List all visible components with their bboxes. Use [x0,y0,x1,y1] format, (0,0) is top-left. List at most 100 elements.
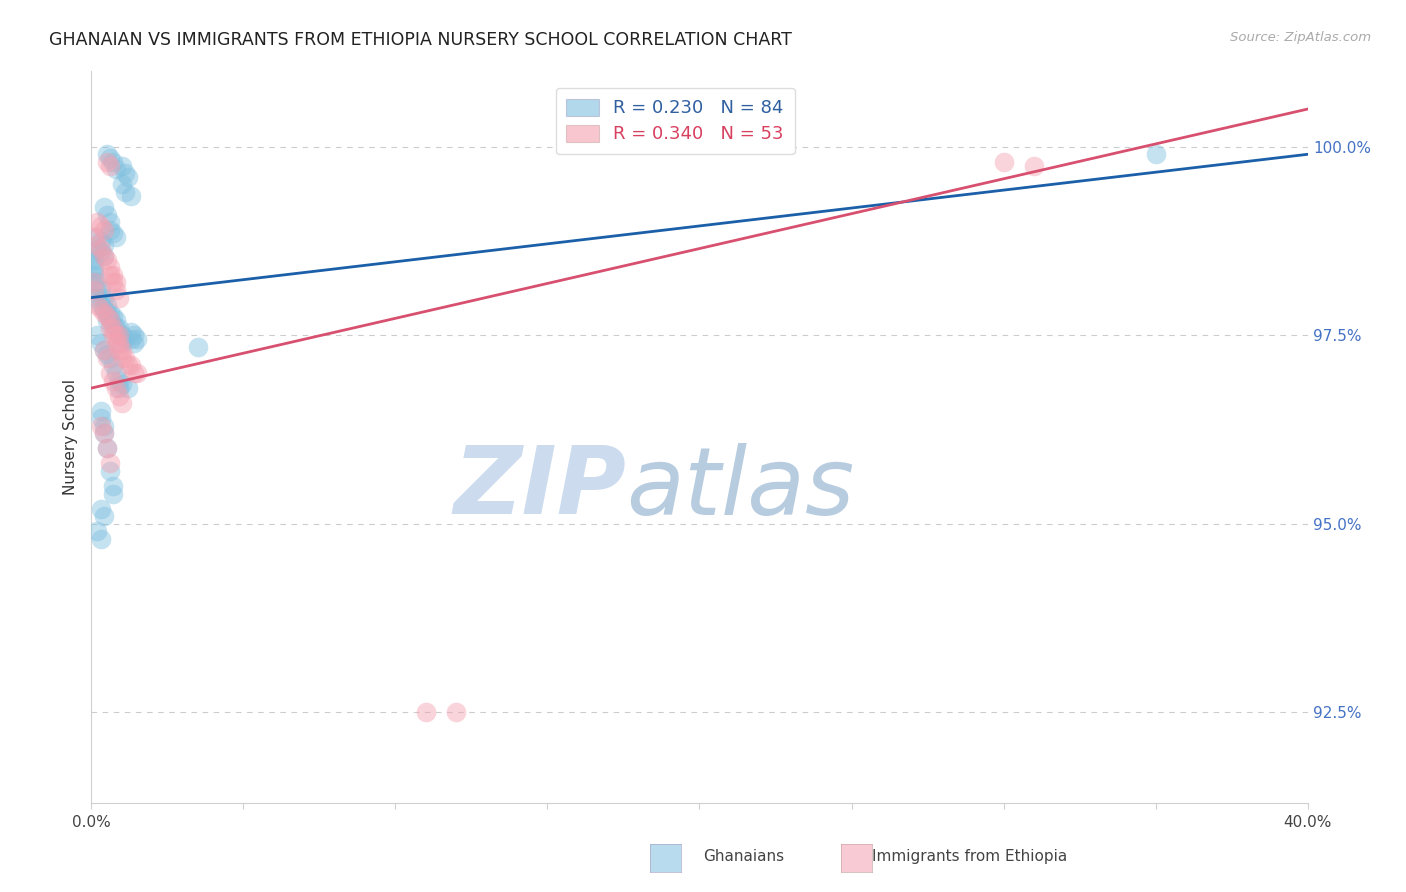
Point [86,328,108,343]
Point [98,313,121,327]
Point [96,147,118,161]
Point [83,264,105,278]
Point [120,359,142,373]
Text: ZIP: ZIP [454,442,627,534]
Point [89,301,111,316]
Point [86,524,108,539]
Point [96,310,118,324]
Point [98,306,121,320]
Point [111,178,134,192]
Point [101,268,124,282]
Point [86,242,108,256]
Point [89,298,111,312]
Point [89,335,111,350]
Point [107,328,129,343]
Point [98,320,121,334]
Point [93,223,115,237]
Point [83,276,105,290]
Point [114,166,136,180]
Point [122,366,145,380]
Point [120,325,142,339]
Point [98,159,121,173]
Point [96,306,118,320]
Legend: R = 0.230   N = 84, R = 0.340   N = 53: R = 0.230 N = 84, R = 0.340 N = 53 [555,87,794,154]
Point [98,351,121,365]
Point [101,359,124,373]
Point [93,426,115,441]
Point [107,374,129,388]
Point [86,215,108,229]
Point [96,442,118,456]
Point [104,276,127,290]
Text: Source: ZipAtlas.com: Source: ZipAtlas.com [1230,31,1371,45]
Point [86,283,108,297]
Point [104,283,127,297]
Point [111,328,134,343]
Point [89,245,111,260]
Point [101,276,124,290]
Point [104,328,127,343]
Point [111,351,134,365]
Point [89,411,111,425]
Point [83,260,105,275]
Point [89,291,111,305]
Point [96,208,118,222]
Text: Immigrants from Ethiopia: Immigrants from Ethiopia [872,849,1067,863]
Point [117,381,139,395]
Point [89,283,111,297]
Point [98,313,121,327]
Point [83,276,105,290]
Point [83,230,105,244]
Point [111,377,134,392]
Point [96,313,118,327]
Point [104,162,127,177]
Point [101,479,124,493]
Point [117,359,139,373]
Point [1022,159,1045,173]
Point [96,154,118,169]
Point [93,237,115,252]
Point [89,418,111,433]
Point [120,188,142,202]
Point [101,320,124,334]
Point [104,366,127,380]
Point [104,313,127,327]
Point [101,310,124,324]
Point [89,501,111,516]
Point [83,283,105,297]
Point [107,335,129,350]
Point [89,234,111,248]
Point [114,351,136,365]
Point [111,396,134,410]
Point [107,291,129,305]
Point [98,223,121,237]
Point [98,268,121,282]
Point [993,154,1015,169]
Point [101,317,124,331]
Point [89,403,111,417]
Point [187,340,209,354]
Point [86,291,108,305]
Point [111,343,134,358]
Point [98,366,121,380]
Text: Ghanaians: Ghanaians [703,849,785,863]
Point [125,366,148,380]
Y-axis label: Nursery School: Nursery School [63,379,79,495]
Point [93,343,115,358]
Point [120,332,142,346]
Point [83,245,105,260]
Point [89,242,111,256]
Point [83,252,105,267]
Point [96,252,118,267]
Point [98,260,121,275]
Point [86,276,108,290]
Point [86,230,108,244]
Point [104,230,127,244]
Point [107,343,129,358]
Point [104,335,127,350]
Point [107,381,129,395]
Point [93,306,115,320]
Point [107,389,129,403]
Point [125,332,148,346]
Point [111,159,134,173]
